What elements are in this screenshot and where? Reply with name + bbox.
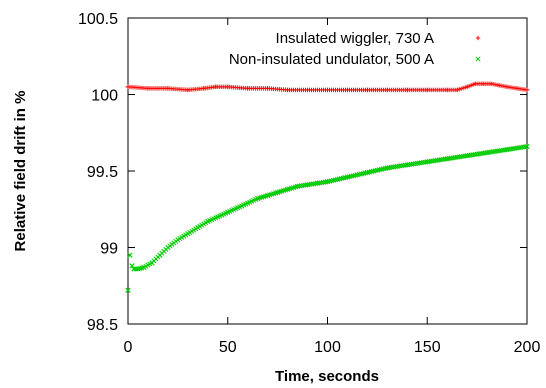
legend-label: Non-insulated undulator, 500 A xyxy=(229,51,434,68)
series-1 xyxy=(125,81,530,93)
x-tick-label: 200 xyxy=(514,339,541,356)
tick-group: 0 50 100 150 200 98.5 99 99.5 100 100.5 xyxy=(78,11,540,356)
data-point xyxy=(460,85,466,91)
series-group xyxy=(125,81,530,293)
y-tick-label: 100.5 xyxy=(78,11,118,28)
data-point xyxy=(458,86,464,91)
x-tick-label: 50 xyxy=(219,339,237,356)
x-tick-label: 100 xyxy=(314,339,341,356)
data-point xyxy=(133,266,139,272)
data-point xyxy=(524,143,530,150)
x-tick-label: 0 xyxy=(124,339,133,356)
data-point xyxy=(456,87,462,92)
data-point xyxy=(524,87,530,93)
data-point xyxy=(466,83,472,89)
data-point xyxy=(129,263,135,269)
data-point xyxy=(454,87,460,93)
x-tick-label: 150 xyxy=(414,339,441,356)
data-point xyxy=(470,82,476,87)
y-tick-label: 98.5 xyxy=(87,317,118,334)
data-point xyxy=(127,252,133,258)
x-axis-label: Time, seconds xyxy=(275,368,379,385)
y-tick-label: 99 xyxy=(100,241,118,258)
data-point xyxy=(462,85,468,90)
y-tick-label: 100 xyxy=(91,88,118,105)
legend-marker xyxy=(475,56,481,62)
legend: Insulated wiggler, 730 A Non-insulated un… xyxy=(229,30,481,68)
data-point xyxy=(468,83,474,88)
data-point xyxy=(464,84,470,90)
series-2 xyxy=(125,143,530,293)
y-tick-label: 99.5 xyxy=(87,164,118,181)
data-point xyxy=(131,266,137,272)
data-point xyxy=(125,287,131,293)
y-axis-label: Relative field drift in % xyxy=(12,91,29,252)
legend-marker xyxy=(475,35,481,41)
legend-label: Insulated wiggler, 730 A xyxy=(276,30,434,47)
